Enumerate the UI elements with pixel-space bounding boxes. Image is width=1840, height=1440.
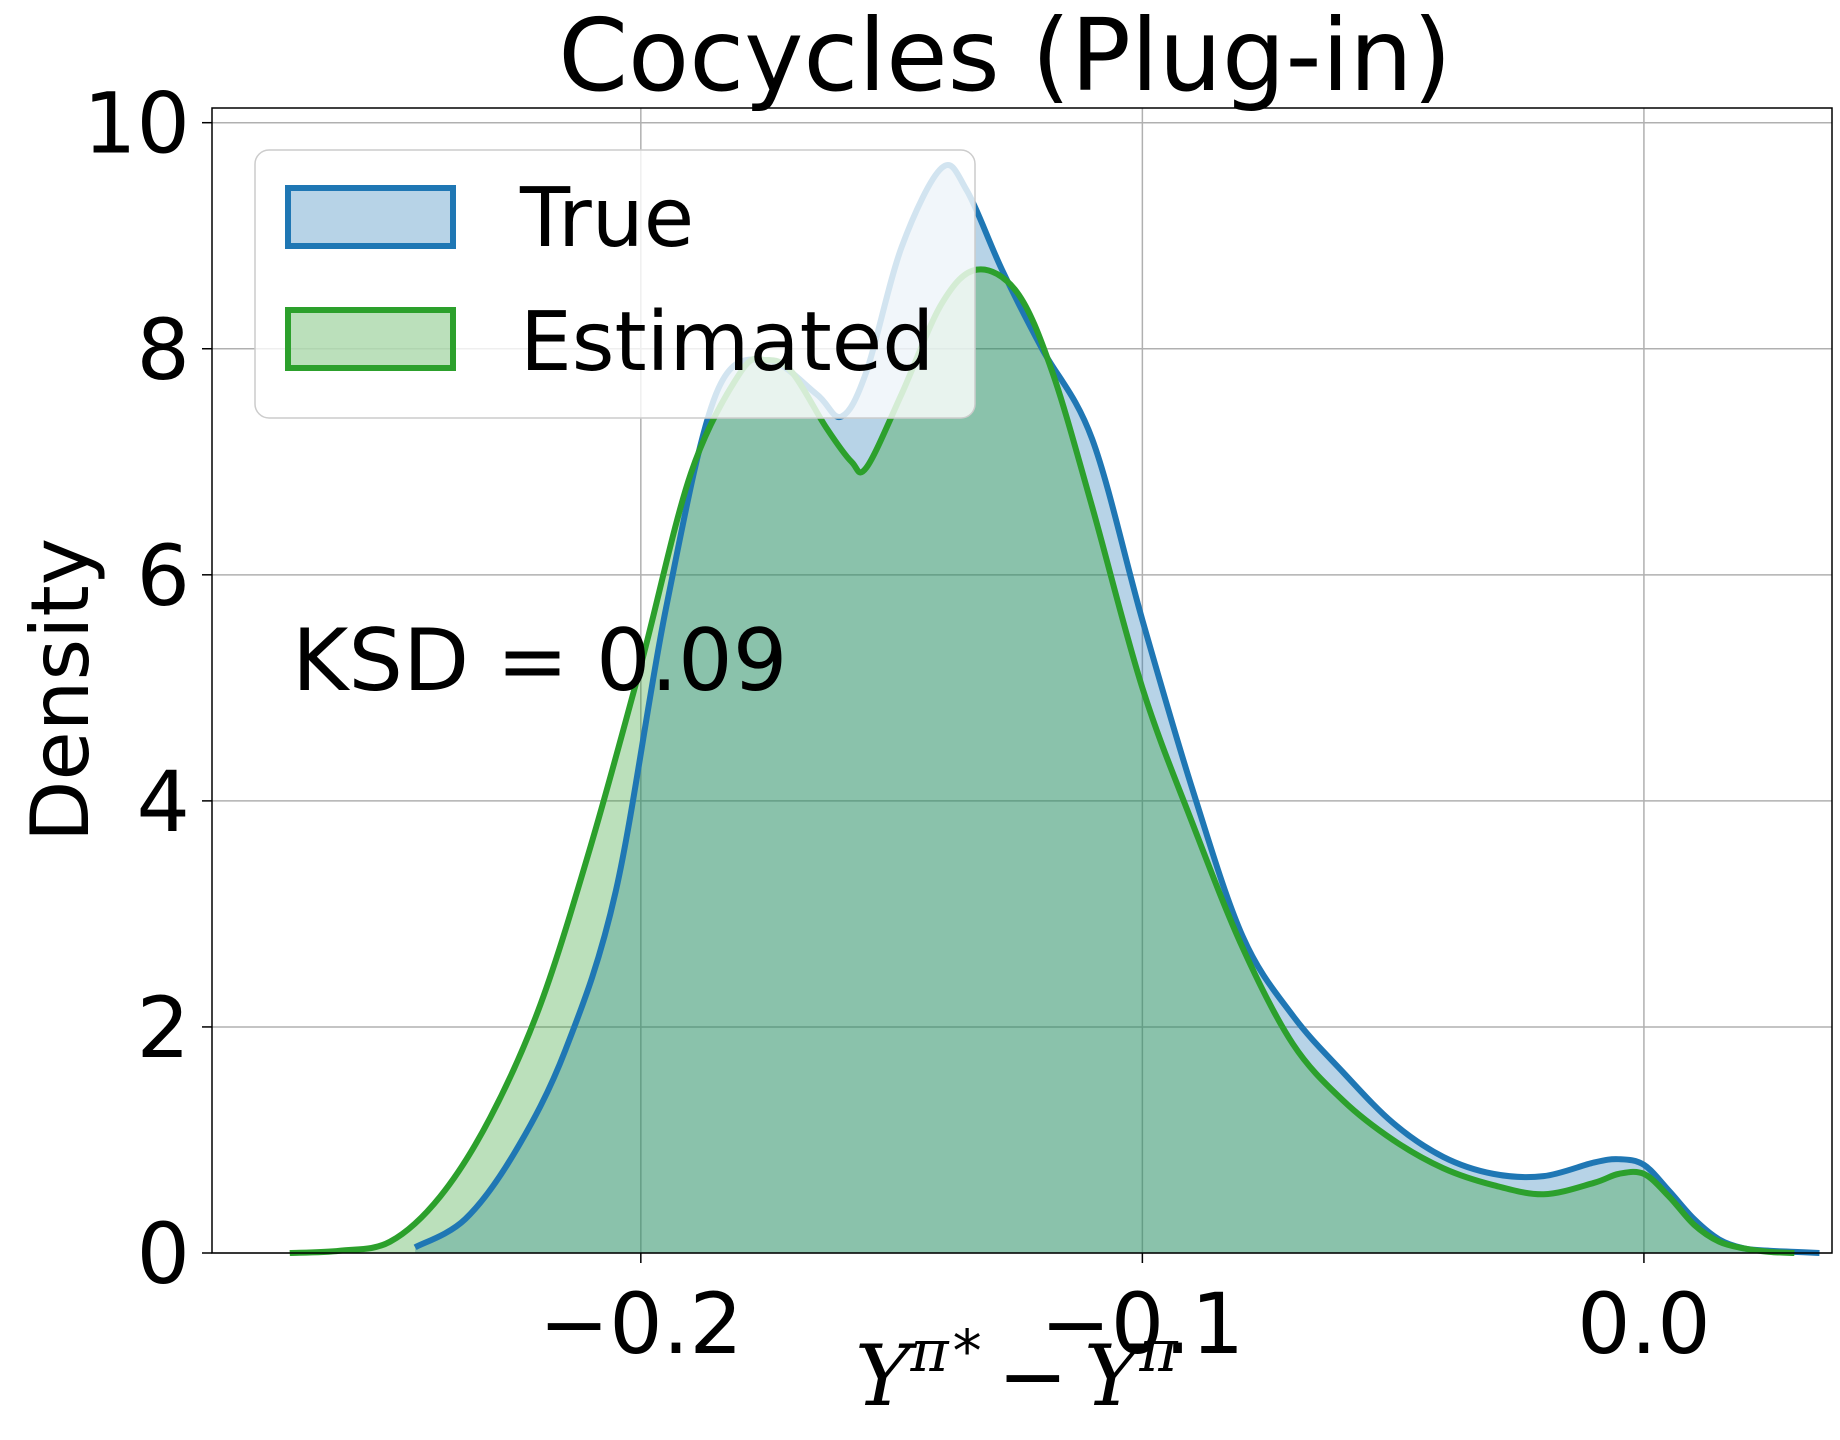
y-tick-label: 10 xyxy=(83,75,190,173)
legend-label-true: True xyxy=(519,171,694,266)
area-estimated xyxy=(289,269,1795,1253)
x-label-sup1: π xyxy=(909,1317,949,1385)
x-label-sup2: π xyxy=(1138,1317,1178,1385)
legend-swatch-estimated xyxy=(285,307,456,371)
x-label-minus: − xyxy=(998,1327,1068,1425)
series-areas xyxy=(289,165,1820,1253)
legend-frame xyxy=(254,149,976,419)
ksd-annotation: KSD = 0.09 xyxy=(292,611,787,711)
x-label-y2: Y xyxy=(1084,1327,1147,1425)
y-tick-label: 4 xyxy=(137,753,190,851)
y-tick-label: 0 xyxy=(137,1205,190,1303)
x-tick-label: −0.1 xyxy=(1040,1275,1244,1373)
x-tick-label: 0.0 xyxy=(1577,1275,1711,1373)
y-axis-label: Density xyxy=(14,538,107,842)
legend: True Estimated xyxy=(254,149,976,419)
line-estimated xyxy=(289,266,1795,1256)
y-tick-label: 2 xyxy=(137,979,190,1077)
x-tick-label: −0.2 xyxy=(539,1275,743,1373)
legend-swatch-true xyxy=(285,185,456,249)
chart-title: Cocycles (Plug-in) xyxy=(558,0,1452,114)
x-axis-label: Yπ* − Yπ xyxy=(855,1317,1178,1425)
x-label-y1: Y xyxy=(855,1327,918,1425)
plot-frame xyxy=(211,107,1833,1254)
y-tick-label: 6 xyxy=(137,527,190,625)
series-lines xyxy=(289,162,1820,1256)
legend-label-estimated: Estimated xyxy=(520,295,934,390)
axis-ticks: −0.2 −0.1 0.0 0 2 4 6 8 10 xyxy=(83,75,1711,1373)
area-true xyxy=(415,165,1820,1253)
x-label-star: * xyxy=(953,1317,982,1385)
y-tick-label: 8 xyxy=(137,301,190,399)
line-true xyxy=(413,162,1820,1256)
